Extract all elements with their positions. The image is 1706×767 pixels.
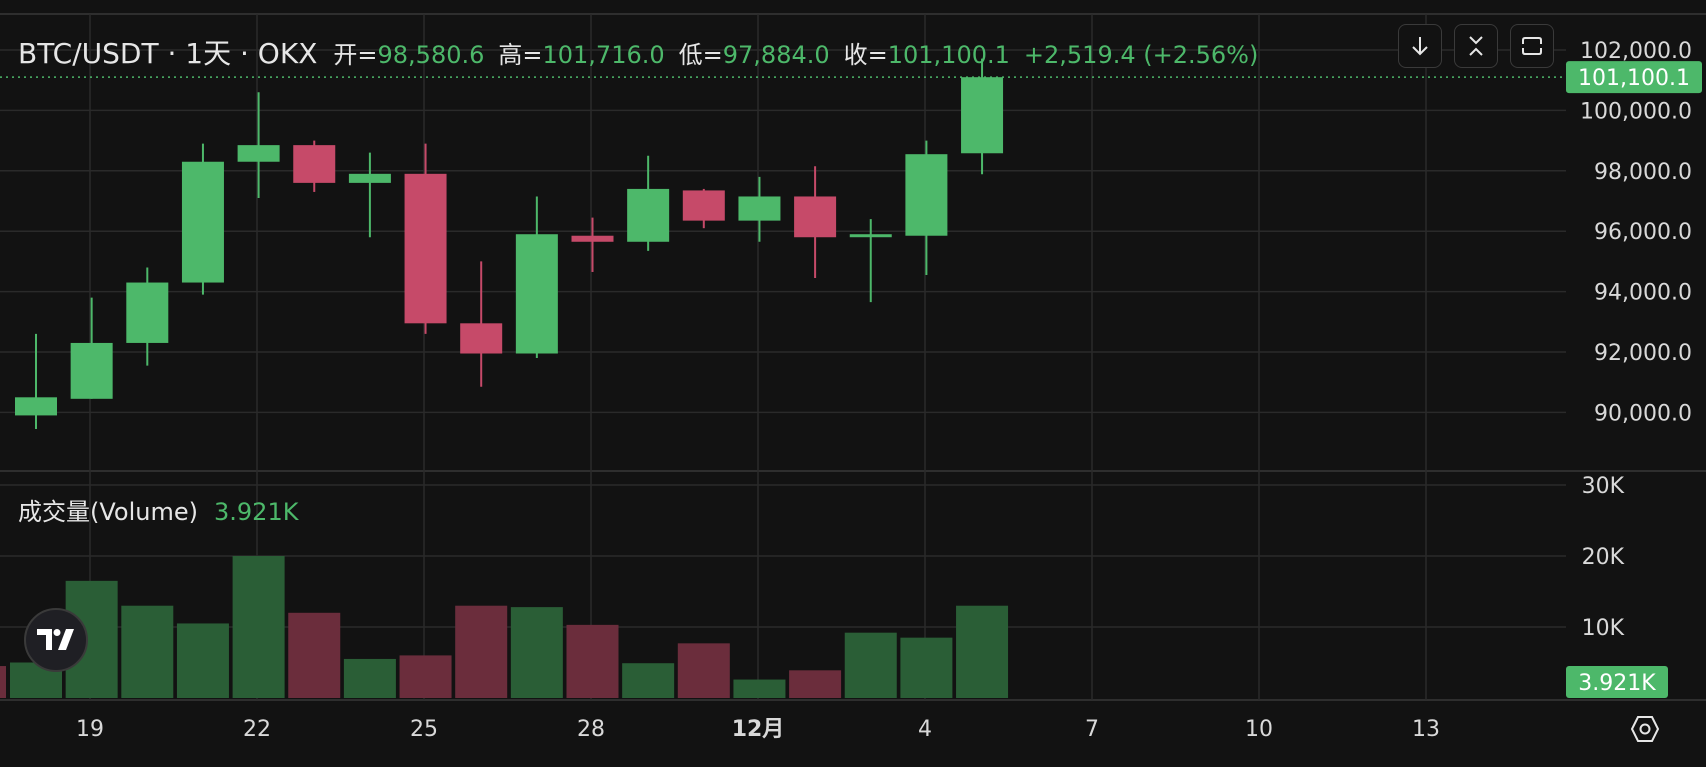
- arrow-down-icon: [1412, 37, 1428, 56]
- candle-body: [571, 235, 614, 242]
- candle-body: [181, 161, 224, 283]
- volume-value: 3.921K: [214, 498, 299, 526]
- chart-legend: BTC/USDT · 1天 · OKX 开= 98,580.6 高= 101,716…: [18, 32, 1258, 72]
- price-tick-label: 102,000.0: [1580, 39, 1692, 64]
- candle-body: [905, 154, 948, 236]
- volume-bar: [232, 556, 285, 698]
- volume-bar: [176, 623, 229, 698]
- volume-bar: [455, 605, 508, 698]
- candle-body: [126, 282, 169, 343]
- x-tick-label: 25: [410, 717, 438, 742]
- candle-body: [293, 145, 336, 183]
- candles: [15, 58, 1004, 430]
- volume-bar: [121, 605, 174, 698]
- x-tick-label: 7: [1085, 717, 1099, 742]
- candle-body: [794, 196, 837, 238]
- candle-body: [70, 342, 113, 399]
- candle-body: [961, 77, 1004, 154]
- candle-body: [682, 190, 725, 221]
- price-tick-label: 98,000.0: [1594, 160, 1692, 185]
- high-label: 高=: [498, 41, 543, 69]
- candle-body: [460, 323, 503, 354]
- volume-bar: [789, 670, 842, 698]
- tv-logo-icon: [37, 629, 74, 650]
- volume-tick-label: 30K: [1582, 474, 1625, 499]
- volume-bar: [733, 679, 786, 698]
- x-tick-label: 12月: [732, 717, 785, 742]
- price-tick-label: 100,000.0: [1580, 99, 1692, 124]
- price-tick-label: 90,000.0: [1594, 401, 1692, 426]
- fullscreen-button[interactable]: [1510, 24, 1554, 68]
- x-tick-label: 22: [243, 717, 271, 742]
- last-price-label: 101,100.1: [1578, 66, 1690, 91]
- x-tick-label: 19: [76, 717, 104, 742]
- volume-bar: [510, 607, 563, 698]
- x-tick-label: 13: [1412, 717, 1440, 742]
- x-tick-label: 28: [577, 717, 605, 742]
- candle-body: [404, 173, 447, 324]
- axis-labels: 102,000.0 100,000.0 98,000.0 96,000.0 94,000…: [76, 39, 1702, 742]
- price-tick-label: 94,000.0: [1594, 281, 1692, 306]
- close-label: 收=: [843, 41, 888, 69]
- change-value: +2,519.4 (+2.56%): [1023, 41, 1259, 69]
- volume-bar: [844, 632, 897, 698]
- scroll-down-button[interactable]: [1398, 24, 1442, 68]
- candle-body: [738, 196, 781, 221]
- open-label: 开=: [333, 41, 378, 69]
- collapse-icon: [1469, 36, 1483, 56]
- candle-body: [627, 188, 670, 242]
- volume-tick-label: 20K: [1582, 545, 1625, 570]
- volume-bar: [956, 605, 1009, 698]
- volume-bar: [677, 643, 730, 698]
- volume-tick-label: 10K: [1582, 616, 1625, 641]
- high-value: 101,716.0: [542, 41, 665, 69]
- fullscreen-icon: [1522, 37, 1542, 55]
- settings-icon: [1630, 716, 1660, 742]
- price-tick-label: 96,000.0: [1594, 220, 1692, 245]
- close-value: 101,100.1: [887, 41, 1010, 69]
- volume-bar: [343, 658, 396, 698]
- candle-body: [849, 234, 892, 238]
- collapse-button[interactable]: [1454, 24, 1498, 68]
- candle-body: [237, 145, 280, 162]
- volume-label[interactable]: 成交量(Volume): [18, 498, 198, 526]
- volume-bar: [0, 666, 6, 698]
- volume-bar: [288, 612, 341, 698]
- x-tick-label: 10: [1245, 717, 1273, 742]
- low-label: 低=: [678, 41, 723, 69]
- price-tick-label: 92,000.0: [1594, 341, 1692, 366]
- tradingview-logo[interactable]: [24, 608, 88, 672]
- last-volume-badge: [1566, 666, 1668, 698]
- volume-bars: [0, 556, 1009, 698]
- x-tick-label: 4: [918, 717, 932, 742]
- volume-bar: [566, 624, 619, 698]
- volume-bar: [900, 637, 953, 698]
- volume-bar: [622, 663, 675, 698]
- low-value: 97,884.0: [722, 41, 830, 69]
- candle-body: [15, 397, 57, 416]
- volume-legend: 成交量(Volume) 3.921K: [18, 492, 298, 527]
- symbol-title[interactable]: BTC/USDT · 1天 · OKX: [18, 37, 318, 70]
- volume-bar: [399, 655, 452, 698]
- open-value: 98,580.6: [377, 41, 485, 69]
- candle-body: [348, 173, 391, 183]
- settings-button[interactable]: [1628, 712, 1662, 746]
- last-volume-label: 3.921K: [1578, 671, 1656, 696]
- candle-body: [515, 234, 558, 354]
- last-price-badge: [1566, 61, 1702, 94]
